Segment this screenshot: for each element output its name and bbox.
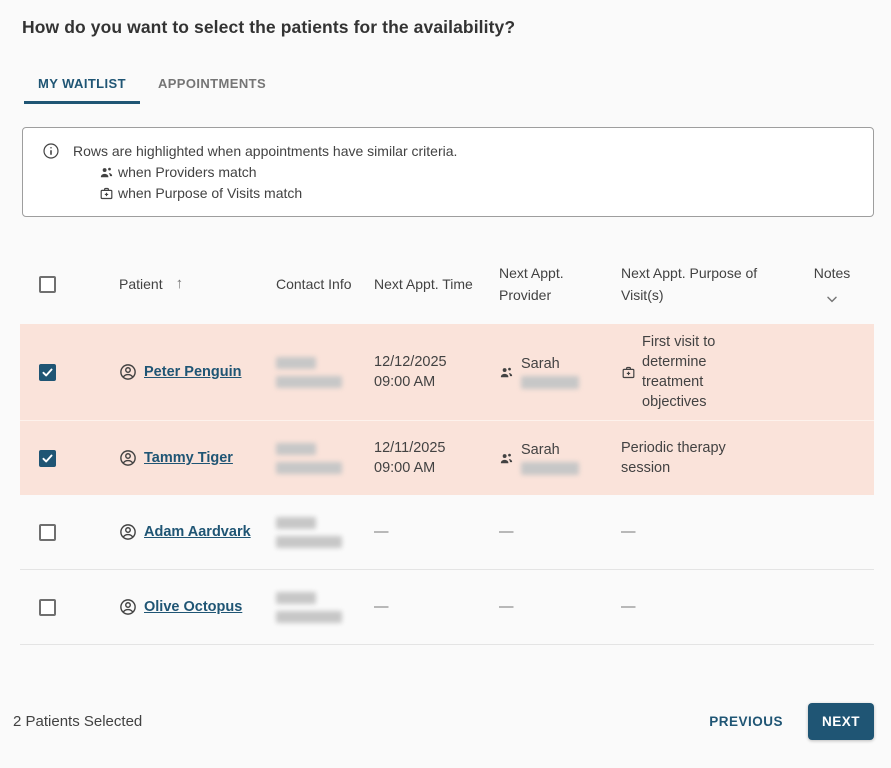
provider-match-icon bbox=[499, 365, 514, 380]
redacted-contact-info bbox=[276, 356, 316, 369]
next-appt-time: 09:00 AM bbox=[374, 374, 436, 390]
row-checkbox-cell bbox=[20, 363, 105, 381]
next-appt-purpose-cell: — bbox=[611, 522, 790, 542]
table-row: Tammy Tiger 12/11/2025 09:00 AM Sarah Period… bbox=[20, 420, 874, 495]
empty-value: — bbox=[621, 524, 636, 540]
column-header-notes: Notes bbox=[790, 262, 874, 307]
redacted-contact-info bbox=[276, 442, 316, 455]
redacted-contact-info bbox=[276, 516, 316, 529]
column-header-next-appt-provider: Next Appt. Provider bbox=[499, 265, 564, 303]
next-appt-date: 12/12/2025 bbox=[374, 354, 447, 370]
sort-ascending-icon: ↑ bbox=[175, 275, 184, 292]
column-header-patient[interactable]: Patient ↑ bbox=[105, 273, 266, 295]
previous-button[interactable]: PREVIOUS bbox=[699, 706, 793, 737]
row-checkbox[interactable] bbox=[39, 449, 56, 467]
legend-item-label: when Providers match bbox=[118, 164, 257, 180]
column-header-next-appt-purpose: Next Appt. Purpose of Visit(s) bbox=[621, 265, 758, 303]
table-row: Olive Octopus — — — bbox=[20, 570, 874, 645]
tab-appointments[interactable]: APPOINTMENTS bbox=[157, 76, 267, 91]
patient-avatar-icon bbox=[119, 449, 137, 467]
patient-cell: Peter Penguin bbox=[105, 363, 266, 381]
next-appt-time-cell: — bbox=[364, 522, 489, 542]
row-checkbox-cell bbox=[20, 449, 105, 467]
purpose-match-icon bbox=[99, 186, 114, 201]
table-row: Peter Penguin 12/12/2025 09:00 AM Sarah Firs… bbox=[20, 324, 874, 420]
empty-value: — bbox=[374, 599, 389, 615]
tab-bar: MY WAITLIST APPOINTMENTS bbox=[24, 74, 891, 104]
next-appt-time-cell: 12/12/2025 09:00 AM bbox=[364, 352, 489, 392]
row-checkbox[interactable] bbox=[39, 523, 56, 541]
redacted-provider-surname bbox=[521, 462, 579, 475]
row-checkbox[interactable] bbox=[39, 598, 56, 616]
contact-info-cell bbox=[266, 356, 364, 388]
patient-link[interactable]: Peter Penguin bbox=[144, 364, 242, 380]
providers-match-icon bbox=[99, 165, 114, 180]
contact-info-cell bbox=[266, 516, 364, 548]
provider-match-icon bbox=[499, 451, 514, 466]
next-appt-time-cell: 12/11/2025 09:00 AM bbox=[364, 438, 489, 478]
redacted-contact-info bbox=[276, 375, 342, 388]
redacted-provider-surname bbox=[521, 376, 579, 389]
patient-link[interactable]: Tammy Tiger bbox=[144, 450, 233, 466]
next-appt-provider-cell: Sarah bbox=[489, 355, 611, 389]
purpose-of-visit: First visit to determine treatment objec… bbox=[642, 334, 716, 410]
legend-heading: Rows are highlighted when appointments h… bbox=[73, 143, 458, 159]
empty-value: — bbox=[374, 524, 389, 540]
next-appt-purpose-cell: — bbox=[611, 597, 790, 617]
redacted-contact-info bbox=[276, 535, 342, 548]
next-appt-date: 12/11/2025 bbox=[374, 440, 446, 456]
next-appt-time-cell: — bbox=[364, 597, 489, 617]
next-appt-provider-cell: Sarah bbox=[489, 441, 611, 475]
provider-first-name: Sarah bbox=[521, 442, 560, 458]
legend-item-label: when Purpose of Visits match bbox=[118, 185, 303, 201]
select-all-checkbox[interactable] bbox=[39, 275, 56, 293]
column-header-contact-info: Contact Info bbox=[276, 276, 352, 292]
row-checkbox-cell bbox=[20, 523, 105, 541]
table-row: Adam Aardvark — — — bbox=[20, 495, 874, 570]
provider-name: Sarah bbox=[521, 441, 579, 475]
highlight-legend-box: Rows are highlighted when appointments h… bbox=[22, 127, 874, 217]
info-icon bbox=[42, 142, 60, 160]
provider-first-name: Sarah bbox=[521, 356, 560, 372]
patient-link[interactable]: Adam Aardvark bbox=[144, 524, 251, 540]
next-appt-provider-cell: — bbox=[489, 524, 611, 540]
next-appt-purpose-cell: Periodic therapy session bbox=[611, 438, 790, 478]
next-appt-provider-cell: — bbox=[489, 599, 611, 615]
redacted-contact-info bbox=[276, 461, 342, 474]
patient-cell: Adam Aardvark bbox=[105, 523, 266, 541]
provider-name: Sarah bbox=[521, 355, 579, 389]
next-button[interactable]: NEXT bbox=[807, 703, 874, 740]
patient-avatar-icon bbox=[119, 598, 137, 616]
purpose-match-icon bbox=[621, 365, 636, 380]
tab-my-waitlist[interactable]: MY WAITLIST bbox=[24, 74, 140, 104]
purpose-of-visit: Periodic therapy session bbox=[621, 440, 726, 476]
patient-link[interactable]: Olive Octopus bbox=[144, 599, 243, 615]
empty-value: — bbox=[499, 599, 514, 615]
dialog-footer: 2 Patients Selected PREVIOUS NEXT bbox=[0, 703, 891, 740]
patient-avatar-icon bbox=[119, 523, 137, 541]
waitlist-table: Patient ↑ Contact Info Next Appt. Time N… bbox=[20, 244, 874, 645]
table-header-row: Patient ↑ Contact Info Next Appt. Time N… bbox=[20, 244, 874, 324]
chevron-down-icon[interactable] bbox=[824, 291, 840, 307]
redacted-contact-info bbox=[276, 591, 316, 604]
redacted-contact-info bbox=[276, 610, 342, 623]
selected-count: 2 Patients Selected bbox=[13, 713, 143, 730]
page-title: How do you want to select the patients f… bbox=[22, 17, 516, 37]
row-checkbox[interactable] bbox=[39, 363, 56, 381]
patient-selection-dialog: How do you want to select the patients f… bbox=[0, 17, 891, 740]
row-checkbox-cell bbox=[20, 598, 105, 616]
next-appt-time: 09:00 AM bbox=[374, 460, 436, 476]
patient-cell: Olive Octopus bbox=[105, 598, 266, 616]
contact-info-cell bbox=[266, 591, 364, 623]
column-header-next-appt-time: Next Appt. Time bbox=[374, 276, 473, 292]
patient-avatar-icon bbox=[119, 363, 137, 381]
empty-value: — bbox=[621, 599, 636, 615]
contact-info-cell bbox=[266, 442, 364, 474]
waitlist-table-body: Peter Penguin 12/12/2025 09:00 AM Sarah Firs… bbox=[20, 324, 874, 645]
patient-cell: Tammy Tiger bbox=[105, 449, 266, 467]
empty-value: — bbox=[499, 524, 514, 540]
next-appt-purpose-cell: First visit to determine treatment objec… bbox=[611, 332, 790, 412]
